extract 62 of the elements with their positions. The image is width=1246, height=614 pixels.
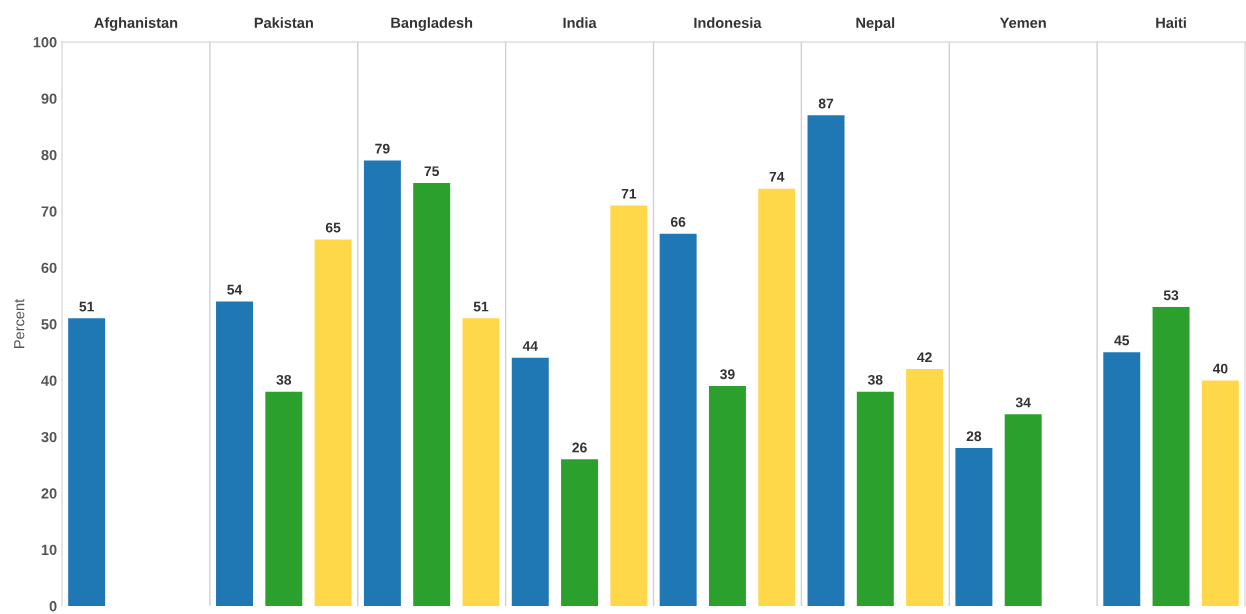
data-label: 39: [720, 369, 735, 380]
x-tick-label: Pakistan: [254, 17, 313, 29]
data-label: 45: [1114, 335, 1130, 346]
x-tick-label: India: [563, 17, 597, 29]
data-label: 28: [966, 431, 982, 442]
data-label: 66: [670, 217, 686, 227]
data-label: 38: [867, 374, 883, 385]
x-tick-label: Bangladesh: [391, 17, 473, 31]
data-label: 40: [1212, 363, 1228, 374]
bar: [1201, 380, 1239, 606]
data-label: 75: [424, 166, 440, 177]
data-label: 54: [227, 284, 243, 295]
x-tick-label: Haiti: [1156, 17, 1186, 29]
y-tick-label: 10: [41, 544, 57, 556]
data-label: 51: [79, 301, 94, 312]
bar: [363, 160, 401, 606]
data-label: 71: [621, 188, 637, 199]
y-tick-label: 0: [49, 601, 57, 612]
y-tick-label: 90: [41, 93, 57, 104]
bar: [1004, 414, 1042, 606]
y-tick-label: 80: [41, 149, 57, 161]
bar: [856, 391, 894, 606]
data-label: 74: [769, 172, 785, 182]
bar: [413, 183, 451, 606]
data-label: 53: [1163, 290, 1179, 301]
x-tick-label: Nepal: [856, 17, 895, 31]
bar: [906, 369, 944, 606]
bar: [1103, 352, 1141, 606]
x-tick-label: Yemen: [999, 17, 1046, 29]
data-label: 42: [917, 352, 932, 363]
data-label: 51: [473, 301, 489, 312]
bar: [807, 115, 845, 606]
bar: [68, 318, 106, 606]
y-tick-label: 100: [33, 37, 57, 48]
data-label: 38: [276, 374, 292, 385]
bar: [1152, 307, 1190, 606]
bar: [511, 357, 549, 606]
bar: [659, 233, 697, 606]
y-tick-label: 60: [41, 262, 57, 274]
bar: [314, 239, 352, 606]
bar: [462, 318, 500, 606]
bar: [265, 391, 303, 606]
y-tick-label: 40: [41, 375, 57, 386]
data-label: 44: [522, 341, 538, 351]
bar: [610, 205, 648, 606]
y-axis-title: Percent: [14, 298, 25, 348]
y-tick-label: 20: [41, 488, 57, 499]
data-label: 65: [325, 222, 341, 233]
x-tick-label: Afghanistan: [94, 17, 178, 31]
data-label: 34: [1015, 397, 1031, 408]
bar: [561, 459, 599, 606]
bar: [955, 448, 993, 606]
y-tick-label: 50: [41, 319, 57, 330]
data-label: 87: [818, 98, 834, 109]
y-tick-label: 70: [41, 206, 57, 217]
bar: [216, 301, 254, 606]
bar: [758, 188, 796, 606]
x-tick-label: Indonesia: [694, 17, 762, 29]
bar: [708, 386, 746, 606]
data-label: 79: [375, 143, 390, 154]
y-tick-label: 30: [41, 431, 57, 443]
data-label: 26: [572, 442, 587, 453]
